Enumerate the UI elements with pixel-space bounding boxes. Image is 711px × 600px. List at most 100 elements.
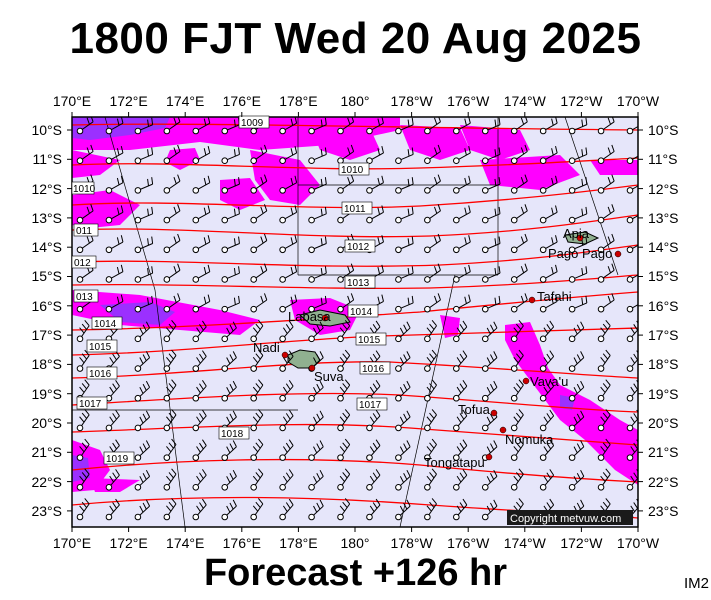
wind-barb	[76, 349, 90, 372]
wind-barb	[250, 320, 264, 343]
wind-barb	[337, 320, 351, 343]
wind-barb	[76, 204, 94, 224]
wind-barb	[250, 498, 264, 521]
wind-barb	[105, 205, 124, 224]
wind-barb	[337, 379, 351, 402]
wind-barb	[366, 175, 384, 194]
wind-barb	[597, 293, 615, 313]
isobar-label: 012	[74, 258, 91, 269]
wind-barb	[395, 236, 414, 254]
wind-barb	[453, 117, 471, 135]
wind-barb	[337, 498, 351, 521]
wind-barb	[510, 144, 528, 164]
lon-label: 178°W	[391, 535, 434, 551]
wind-barb	[134, 410, 151, 432]
wind-barb	[250, 468, 264, 491]
wind-barb	[568, 380, 585, 402]
wind-barb	[568, 321, 585, 343]
wind-barb	[597, 349, 611, 372]
wind-barb	[163, 204, 181, 224]
wind-barb	[510, 349, 524, 372]
wind-barb	[134, 351, 151, 372]
wind-barb	[308, 380, 324, 402]
wind-barb	[308, 236, 327, 254]
wind-barb	[510, 263, 528, 283]
wind-barb	[221, 236, 240, 254]
wind-barb	[597, 409, 611, 432]
wind-barb	[76, 233, 94, 254]
place-label-labasa: Labasa	[288, 309, 331, 324]
lon-label: 176°W	[447, 93, 490, 109]
wind-barb	[424, 409, 437, 432]
lat-label: 22°S	[648, 474, 679, 490]
lat-label: 18°S	[31, 356, 62, 372]
wind-barb	[539, 205, 558, 224]
wind-barb	[134, 440, 151, 461]
wind-barb	[626, 207, 638, 224]
wind-barb	[481, 295, 501, 313]
wind-barb	[105, 117, 124, 135]
isobar-label: 1013	[347, 278, 370, 289]
lon-label: 178°E	[279, 535, 317, 551]
wind-barb	[453, 409, 468, 432]
lat-label: 12°S	[648, 181, 679, 197]
wind-barb	[481, 236, 501, 254]
wind-barb	[250, 293, 268, 313]
wind-barb	[308, 440, 324, 461]
wind-barb	[597, 144, 615, 164]
wind-barb	[539, 146, 558, 164]
lat-label: 10°S	[648, 122, 679, 138]
wind-barb	[597, 468, 611, 491]
wind-barb	[568, 236, 588, 254]
wind-barb	[568, 410, 585, 432]
wind-barb	[424, 174, 441, 194]
wind-barb	[163, 263, 181, 283]
wind-barb	[76, 438, 90, 461]
lat-label: 11°S	[33, 151, 62, 167]
wind-barb	[597, 263, 615, 283]
wind-barb	[76, 144, 94, 164]
wind-barb	[453, 294, 471, 313]
copyright-text: Copyright metvuw.com	[510, 513, 621, 525]
wind-barb	[192, 409, 207, 432]
wind-barb	[424, 263, 441, 283]
wind-barb	[76, 468, 90, 491]
wind-barb	[308, 177, 327, 194]
wind-barb	[626, 148, 638, 164]
lat-label: 12°S	[31, 181, 62, 197]
wind-barb	[481, 177, 501, 194]
wind-barb	[76, 498, 90, 521]
lon-label: 174°W	[504, 93, 547, 109]
wind-barb	[337, 409, 351, 432]
wind-barb	[337, 468, 351, 491]
wind-barb	[337, 438, 351, 461]
lat-label: 11°S	[648, 151, 677, 167]
wind-barb	[221, 206, 240, 224]
wind-barb	[453, 380, 468, 402]
wind-barb	[250, 174, 268, 194]
wind-barb	[510, 379, 524, 402]
wind-barb	[568, 440, 585, 461]
wind-barb	[134, 147, 154, 164]
wind-barb	[221, 351, 237, 372]
lat-label: 17°S	[648, 327, 679, 343]
isobar-label: 1015	[358, 335, 381, 346]
wind-barb	[568, 295, 588, 313]
wind-barb	[134, 266, 154, 283]
wind-barb	[453, 498, 468, 521]
wind-barb	[453, 264, 471, 283]
lat-label: 18°S	[648, 356, 679, 372]
wind-barbs	[76, 117, 638, 521]
isobar-label: 1019	[106, 454, 129, 465]
lat-label: 19°S	[31, 386, 62, 402]
wind-barb	[279, 320, 294, 343]
wind-barb	[76, 320, 90, 343]
wind-barb	[510, 233, 528, 254]
wind-barb	[395, 499, 411, 521]
wind-barb	[481, 147, 501, 164]
wind-barb	[192, 175, 211, 194]
wind-barb	[279, 380, 294, 402]
wind-barb	[481, 380, 498, 402]
lat-label: 23°S	[648, 503, 679, 519]
wind-barb	[568, 469, 585, 491]
